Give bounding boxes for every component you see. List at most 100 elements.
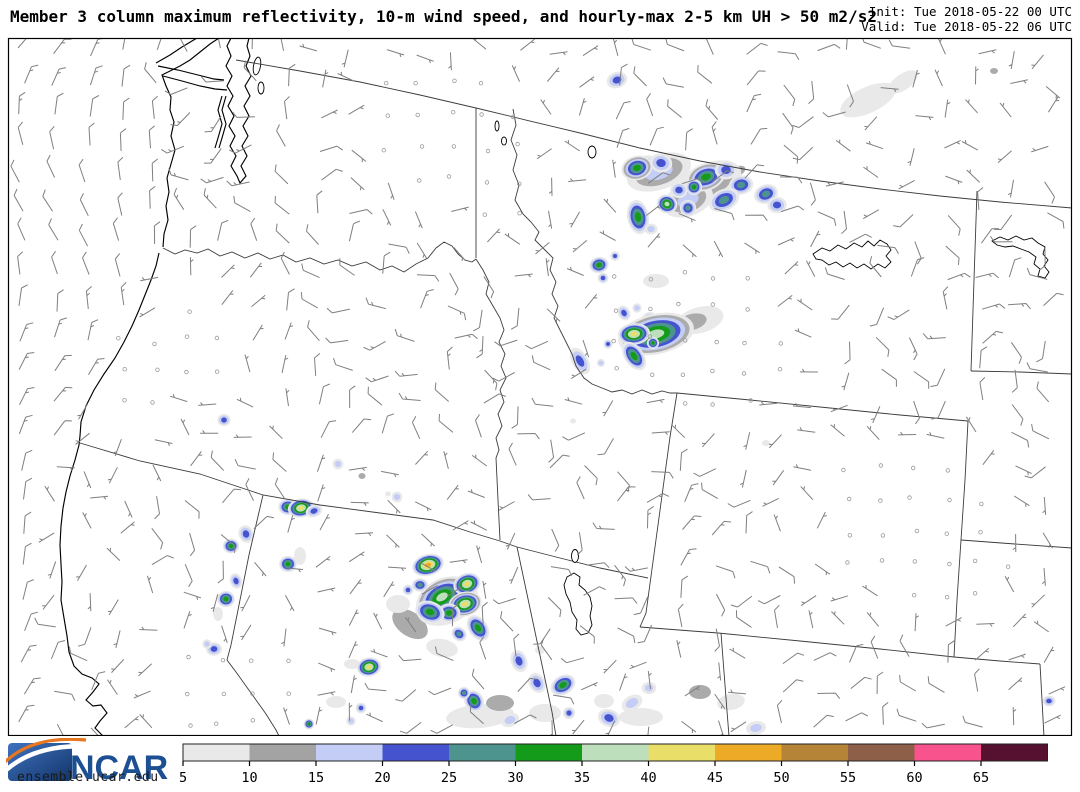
calm-wind-circle xyxy=(248,658,254,663)
wind-barb xyxy=(578,98,587,116)
wind-barb xyxy=(351,149,367,163)
wind-barb xyxy=(517,677,537,692)
wind-barb xyxy=(415,450,429,465)
strait-juan-de-fuca-north xyxy=(157,65,225,81)
wind-barb xyxy=(151,158,159,182)
calm-wind-circle xyxy=(614,366,619,371)
calm-wind-circle xyxy=(745,276,750,281)
wind-barb xyxy=(773,514,781,532)
wind-barb xyxy=(54,690,76,701)
calm-wind-circle xyxy=(122,367,127,372)
wind-barb xyxy=(90,38,105,57)
wind-barb xyxy=(647,505,654,529)
colorbar-tick-label: 5 xyxy=(180,770,187,786)
wind-barb xyxy=(629,661,647,670)
wind-barb xyxy=(301,263,320,279)
storm-cell xyxy=(606,71,628,89)
wind-barb xyxy=(579,76,595,88)
wind-barb xyxy=(24,64,39,84)
wind-barb xyxy=(483,276,495,299)
wind-barb xyxy=(232,111,255,118)
wind-barb xyxy=(1008,51,1015,69)
colorbar-tick-label: 25 xyxy=(441,770,457,786)
wind-barb xyxy=(975,66,979,85)
wind-barb xyxy=(22,579,34,600)
wind-barb xyxy=(454,333,478,340)
calm-wind-circle xyxy=(845,560,850,565)
wind-barb xyxy=(549,454,570,469)
wind-barb xyxy=(612,159,617,178)
wind-barb xyxy=(907,148,915,166)
wind-barb xyxy=(283,707,290,725)
calm-wind-circle xyxy=(710,402,715,407)
wind-barb xyxy=(599,230,616,241)
wind-barb xyxy=(772,470,785,486)
wind-barb xyxy=(275,223,290,244)
wind-barb xyxy=(382,209,392,226)
wind-barb xyxy=(777,51,800,61)
wind-barb xyxy=(1043,292,1064,306)
storm-cell xyxy=(714,160,738,180)
calm-wind-circle xyxy=(515,141,520,147)
storm-cell xyxy=(569,347,591,375)
wind-barb xyxy=(841,210,847,235)
calm-wind-circle xyxy=(647,334,653,339)
wind-barb xyxy=(862,209,880,220)
wind-barb xyxy=(745,511,753,534)
wind-barb xyxy=(1031,54,1044,70)
wind-barb xyxy=(448,52,452,71)
wind-barb xyxy=(880,87,899,93)
wind-barb xyxy=(549,51,568,56)
wind-barb xyxy=(646,93,654,117)
wind-barb xyxy=(646,493,670,503)
wind-barb xyxy=(274,195,290,215)
wind-barb xyxy=(364,682,387,692)
wind-barb xyxy=(750,127,768,145)
wind-barb xyxy=(370,648,388,658)
wind-barb xyxy=(386,534,400,548)
storm-cell xyxy=(305,504,323,518)
wind-barb xyxy=(681,177,706,185)
wind-barb xyxy=(1039,247,1046,271)
wind-barb xyxy=(714,208,735,221)
wind-barb xyxy=(469,704,484,725)
wind-barb xyxy=(438,413,454,433)
calm-wind-circle xyxy=(745,307,750,312)
wind-barb xyxy=(222,488,242,504)
wind-barb xyxy=(414,501,432,512)
wind-barb xyxy=(221,625,228,643)
wind-barb xyxy=(612,38,619,57)
wind-barb xyxy=(228,144,252,154)
calm-wind-circle xyxy=(878,498,883,503)
ncar-logo-swoosh-block xyxy=(8,743,72,781)
wind-barb xyxy=(122,38,126,50)
wind-barb xyxy=(51,67,67,86)
calm-wind-circle xyxy=(911,593,917,598)
wind-barb xyxy=(866,612,879,627)
colorbar-segment xyxy=(449,744,516,761)
colorado-north-border xyxy=(953,656,1041,665)
wind-barb xyxy=(21,449,33,471)
wind-barb xyxy=(161,145,185,154)
wind-barb xyxy=(647,233,661,248)
wind-barb xyxy=(863,166,879,178)
wind-barb xyxy=(792,403,811,409)
us-canada-border xyxy=(235,59,1072,209)
wind-barb xyxy=(90,727,100,736)
wind-barb xyxy=(947,272,971,281)
wind-barb xyxy=(817,43,841,52)
wind-barb xyxy=(243,60,257,82)
wind-barb xyxy=(976,623,995,627)
storm-cell xyxy=(451,626,467,642)
wind-barb xyxy=(1008,303,1031,310)
wind-barb xyxy=(619,673,628,691)
wind-barb xyxy=(479,636,487,660)
puget-sound xyxy=(225,38,252,185)
wind-barb xyxy=(1026,267,1048,280)
calm-wind-circle xyxy=(1005,564,1011,569)
wind-barb xyxy=(183,611,192,629)
wind-barb xyxy=(476,336,484,359)
wind-barb xyxy=(697,65,713,84)
gray-patch xyxy=(326,696,346,708)
